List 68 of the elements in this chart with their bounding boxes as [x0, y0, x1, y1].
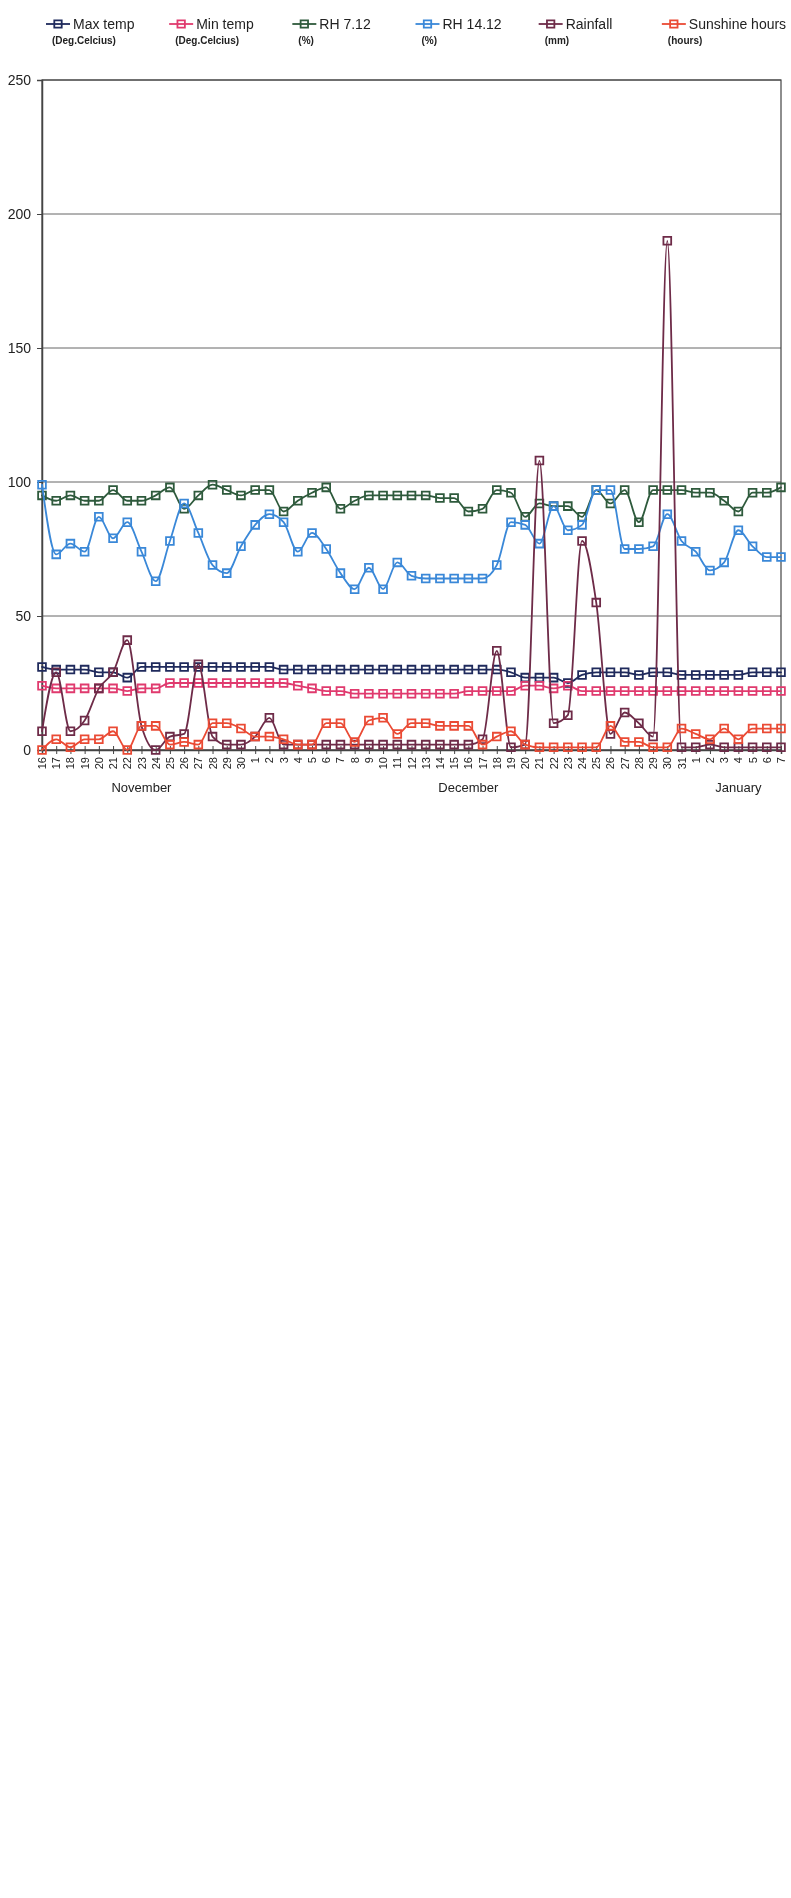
x-tick-label: 6 — [760, 757, 773, 764]
x-tick-label: 19 — [78, 757, 91, 770]
x-tick-label: 3 — [718, 757, 731, 764]
x-tick-label: 30 — [234, 757, 247, 770]
x-tick-label: 29 — [647, 757, 660, 770]
x-tick-label: 31 — [675, 757, 688, 770]
x-tick-label: 18 — [64, 757, 77, 770]
x-tick-label: 12 — [405, 757, 418, 770]
x-tick-label: 28 — [632, 757, 645, 770]
x-tick-label: 24 — [576, 757, 589, 770]
x-tick-label: 5 — [746, 757, 759, 764]
x-tick-label: 19 — [505, 757, 517, 770]
x-tick-label: 7 — [775, 757, 788, 764]
x-tick-label: 15 — [448, 757, 461, 770]
x-tick-label: 7 — [334, 757, 347, 764]
y-tick-label: 200 — [7, 205, 32, 222]
x-tick-label: 2 — [263, 757, 276, 764]
text: December — [438, 780, 499, 795]
x-tick-label: 29 — [220, 757, 233, 770]
x-tick-label: 5 — [306, 757, 319, 764]
x-tick-label: 3 — [277, 757, 290, 764]
text: January — [715, 780, 762, 795]
x-tick-label: 11 — [391, 757, 404, 769]
x-tick-label: 1 — [249, 757, 262, 764]
x-tick-label: 14 — [433, 757, 446, 770]
x-tick-label: 24 — [149, 757, 162, 770]
x-tick-label: 8 — [348, 757, 361, 764]
legend-label: RH 14.12 (%) — [421, 16, 502, 46]
x-tick-label: 26 — [178, 757, 191, 770]
x-tick-label: 22 — [547, 757, 560, 770]
x-tick-label: 27 — [192, 757, 205, 770]
x-tick-label: 2 — [703, 757, 716, 764]
x-tick-label: 23 — [561, 757, 574, 770]
x-tick-label: 20 — [519, 757, 532, 770]
x-tick-label: 4 — [732, 757, 745, 764]
y-tick-label: 50 — [15, 607, 32, 624]
x-tick-label: 17 — [476, 757, 489, 770]
legend-label: Max temp (Deg.Celcius) — [52, 16, 135, 46]
x-tick-label: 30 — [661, 757, 674, 770]
x-tick-label: 16 — [36, 757, 49, 770]
x-tick-label: 18 — [490, 757, 503, 770]
y-tick-label: 0 — [23, 741, 32, 758]
x-tick-label: 9 — [362, 757, 375, 764]
text: November — [111, 780, 173, 795]
legend-label: Min temp (Deg.Celcius) — [175, 16, 254, 46]
x-tick-label: 27 — [618, 757, 631, 770]
x-tick-label: 16 — [462, 757, 475, 770]
x-tick-label: 25 — [590, 757, 603, 770]
x-tick-label: 23 — [135, 757, 148, 770]
x-tick-label: 20 — [92, 757, 105, 770]
x-tick-label: 1 — [689, 757, 702, 764]
x-tick-label: 13 — [419, 757, 432, 770]
x-tick-label: 4 — [291, 757, 304, 764]
y-tick-label: 100 — [7, 473, 32, 490]
legend-label: RH 7.12 (%) — [298, 16, 371, 46]
x-tick-label: 25 — [163, 757, 176, 770]
legend-label: Sunshine hours (hours) — [667, 16, 787, 46]
x-tick-label: 26 — [604, 757, 617, 770]
x-tick-label: 6 — [320, 757, 333, 764]
x-tick-label: 28 — [206, 757, 219, 770]
x-tick-label: 22 — [121, 757, 134, 770]
y-tick-label: 150 — [7, 339, 32, 356]
y-tick-label: 250 — [7, 71, 32, 88]
x-tick-label: 21 — [533, 757, 546, 770]
x-tick-label: 21 — [107, 757, 120, 770]
x-tick-label: 10 — [377, 757, 390, 770]
x-tick-label: 17 — [50, 757, 63, 770]
legend-label: Rainfall (mm) — [544, 16, 613, 46]
